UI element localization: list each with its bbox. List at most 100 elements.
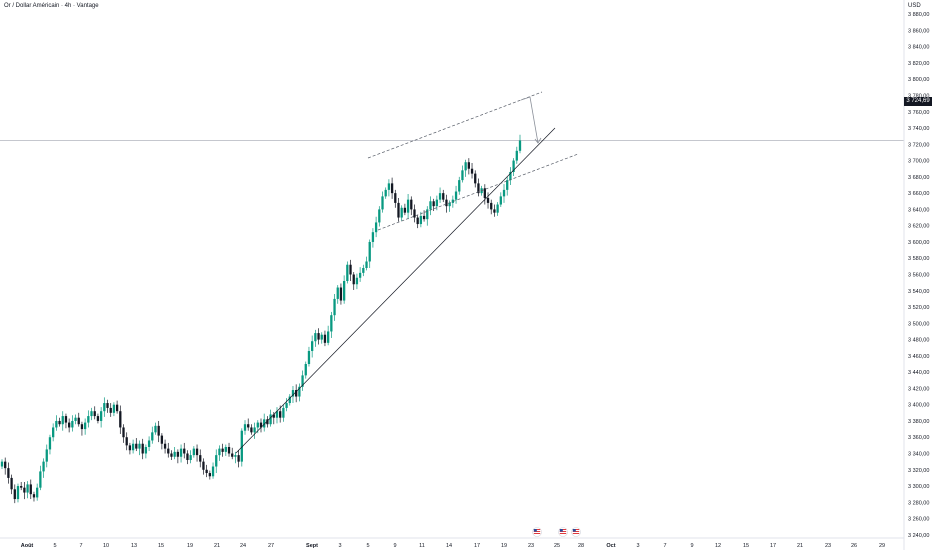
x-tick-label: 7 [79, 543, 82, 549]
candle [323, 330, 327, 347]
us-flag-icon[interactable] [532, 527, 542, 537]
candle-body [144, 446, 148, 454]
x-tick-label: 9 [393, 543, 396, 549]
candle-body [266, 419, 269, 425]
candle [374, 216, 378, 238]
candle-body [160, 435, 164, 444]
candle-body [349, 264, 352, 275]
candle [234, 451, 237, 464]
candle [467, 158, 470, 175]
candle-body [272, 414, 275, 418]
y-tick-label: 3 540,00 [908, 289, 929, 295]
candle-body [378, 209, 381, 223]
candle-body [320, 334, 323, 340]
candle [128, 442, 132, 455]
y-tick-label: 3 360,00 [908, 435, 929, 441]
candle-body [240, 430, 243, 462]
candle-body [131, 443, 135, 451]
candle [493, 204, 496, 217]
y-tick-label: 3 240,00 [908, 533, 929, 539]
candle-body [470, 168, 474, 174]
candle-body [282, 407, 285, 418]
candle [45, 444, 48, 468]
candle [138, 440, 141, 456]
candle-body [173, 451, 176, 457]
candle-body [237, 455, 240, 462]
x-tick-label: 14 [446, 543, 452, 549]
candle-body [167, 448, 170, 454]
candle [237, 450, 240, 468]
candle-body [192, 448, 196, 456]
x-tick-label: 5 [366, 543, 369, 549]
candle [378, 206, 381, 227]
candle-body [55, 420, 58, 428]
x-tick-label: 19 [501, 543, 507, 549]
candle [10, 474, 13, 495]
candle [387, 179, 391, 197]
candle-body [384, 189, 387, 197]
candle [422, 210, 426, 222]
candle [419, 211, 423, 228]
us-flag-icon[interactable] [558, 527, 568, 537]
candle [131, 439, 135, 454]
candle-body [339, 287, 343, 301]
candle [67, 418, 71, 433]
candle-body [99, 411, 103, 421]
candle [243, 420, 247, 435]
candle [400, 205, 403, 221]
candle-body [323, 334, 327, 343]
candle-body [435, 199, 439, 207]
candle-body [87, 416, 90, 423]
x-tick-label: Oct [606, 543, 615, 549]
candle [205, 464, 208, 478]
projection-arrowhead [534, 137, 542, 144]
candle [330, 311, 333, 338]
candle-body [119, 411, 122, 428]
y-tick-label: 3 320,00 [908, 468, 929, 474]
candle-body [250, 427, 253, 433]
candle-body [506, 180, 509, 190]
us-flag-icon[interactable] [571, 527, 581, 537]
candle [371, 228, 375, 248]
candle [157, 420, 160, 443]
candle [295, 384, 298, 403]
x-tick-label: 17 [770, 543, 776, 549]
candle [163, 439, 167, 454]
candle [381, 191, 384, 213]
candle-body [314, 333, 317, 342]
candle-body [285, 403, 288, 408]
candle-body [263, 419, 266, 428]
candle [52, 423, 55, 442]
candle-body [291, 390, 295, 397]
candle-body [454, 191, 458, 200]
candle-body [346, 264, 349, 282]
candle-body [496, 204, 499, 213]
candle-body [23, 487, 26, 493]
chart-title: Or / Dollar Américain · 4h · Vantage [4, 3, 99, 9]
candle [397, 198, 400, 222]
candle-body [179, 448, 183, 457]
candle [390, 177, 394, 199]
candle-body [365, 261, 368, 268]
candle [224, 444, 227, 456]
candle-body [362, 267, 365, 273]
candle [119, 405, 122, 434]
y-tick-label: 3 640,00 [908, 207, 929, 213]
x-tick-label: 27 [268, 543, 274, 549]
candle [349, 259, 352, 282]
candle [195, 444, 199, 462]
candle [426, 206, 429, 226]
candle [144, 444, 148, 459]
candle [413, 204, 416, 223]
candle [58, 417, 61, 427]
candle [247, 418, 250, 431]
candle-body [374, 222, 378, 233]
candle-body [13, 489, 16, 500]
y-tick-label: 3 700,00 [908, 159, 929, 165]
candle-body [20, 486, 23, 488]
candle-body [317, 333, 320, 340]
candle [358, 267, 362, 282]
x-tick-label: 21 [214, 543, 220, 549]
